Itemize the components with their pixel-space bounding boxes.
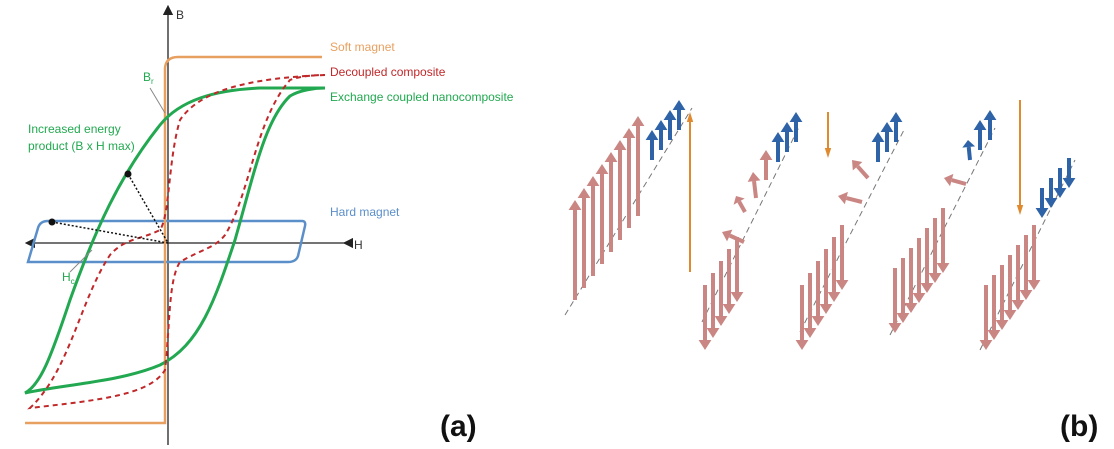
spin-arrow xyxy=(952,180,966,184)
spin-arrow xyxy=(790,112,803,122)
spin-arrow xyxy=(913,293,926,303)
annotation: Hc xyxy=(62,270,75,286)
subscript: r xyxy=(151,77,154,86)
annotation: product (B x H max) xyxy=(28,139,135,153)
spin-arrow xyxy=(739,202,745,212)
spin-arrow xyxy=(655,120,668,130)
legend-label: Decoupled composite xyxy=(330,65,446,79)
spin-diagram xyxy=(565,100,1075,350)
symbol: B xyxy=(143,70,151,84)
legend-label: Exchange coupled nanocomposite xyxy=(330,90,514,104)
spin-arrow xyxy=(1063,178,1076,188)
spin-arrow xyxy=(760,150,773,160)
field-arrow xyxy=(1017,205,1023,215)
easy-axis xyxy=(702,125,800,322)
spin-arrow xyxy=(846,198,862,202)
energy-line xyxy=(52,222,168,243)
spin-arrow xyxy=(673,100,686,110)
pointer xyxy=(150,88,165,113)
spin-arrow xyxy=(1004,310,1017,320)
spin-arrow xyxy=(632,116,645,126)
figure: B H Soft magnet Decoupled composite Exch… xyxy=(0,0,1114,449)
spin-arrow xyxy=(897,313,910,323)
axis-label: B xyxy=(176,8,184,22)
panel-label: (a) xyxy=(440,410,477,443)
spin-arrow xyxy=(905,303,918,313)
spin-arrow xyxy=(754,181,756,198)
spin-arrow xyxy=(731,292,744,302)
annotation: Increased energy xyxy=(28,122,121,136)
spin-arrow xyxy=(699,340,712,350)
spin-arrow xyxy=(828,292,841,302)
spin-arrow xyxy=(623,128,636,138)
spin-arrow xyxy=(969,147,970,160)
spin-arrow xyxy=(929,273,942,283)
spin-arrow xyxy=(890,112,903,122)
spin-arrow xyxy=(646,130,659,140)
spin-arrow xyxy=(715,316,728,326)
spin-arrow xyxy=(605,152,618,162)
spin-arrow xyxy=(881,122,894,132)
spin-arrow xyxy=(748,172,761,182)
spin-arrow xyxy=(1012,300,1025,310)
spin-arrow xyxy=(858,166,868,178)
field-arrow xyxy=(825,148,831,158)
spin-arrow xyxy=(921,283,934,293)
energy-line xyxy=(128,174,168,243)
panel-label: (b) xyxy=(1060,410,1098,443)
page: B H Soft magnet Decoupled composite Exch… xyxy=(0,0,1114,449)
spin-arrow xyxy=(836,280,849,290)
spin-arrow xyxy=(980,340,993,350)
spin-arrow xyxy=(984,110,997,120)
spin-arrow xyxy=(781,122,794,132)
spin-arrow xyxy=(937,263,950,273)
legend-label: Hard magnet xyxy=(330,205,400,219)
spin-arrow xyxy=(707,328,720,338)
point xyxy=(125,171,132,178)
annotation: Br xyxy=(143,70,154,86)
legend-label: Soft magnet xyxy=(330,40,395,54)
field-arrow xyxy=(687,112,693,122)
spin-arrow xyxy=(578,188,591,198)
spin-arrow xyxy=(996,320,1009,330)
spin-arrow xyxy=(974,120,987,130)
spin-arrow xyxy=(614,140,627,150)
axis-label: H xyxy=(354,238,363,252)
spin-arrow xyxy=(804,328,817,338)
spin-arrow xyxy=(962,140,975,148)
spin-arrow xyxy=(596,164,609,174)
spin-arrow xyxy=(889,323,902,333)
spin-arrow xyxy=(988,330,1001,340)
spin-arrow xyxy=(820,304,833,314)
spin-arrow xyxy=(1020,290,1033,300)
subscript: c xyxy=(71,277,75,286)
spin-arrow xyxy=(1028,280,1041,290)
spin-arrow xyxy=(872,132,885,142)
spin-arrow xyxy=(772,132,785,142)
spin-arrow xyxy=(569,200,582,210)
point xyxy=(49,219,56,226)
spin-arrow xyxy=(796,340,809,350)
easy-axis xyxy=(800,128,905,332)
spin-arrow xyxy=(723,304,736,314)
spin-arrow xyxy=(1054,188,1067,198)
spin-arrow xyxy=(664,110,677,120)
symbol: H xyxy=(62,270,71,284)
spin-arrow xyxy=(812,316,825,326)
spin-arrow xyxy=(1045,198,1058,208)
spin-arrow xyxy=(1036,208,1049,218)
spin-arrow xyxy=(587,176,600,186)
